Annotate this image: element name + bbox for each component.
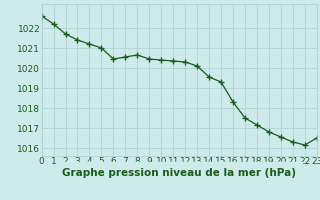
X-axis label: Graphe pression niveau de la mer (hPa): Graphe pression niveau de la mer (hPa) [62, 168, 296, 178]
